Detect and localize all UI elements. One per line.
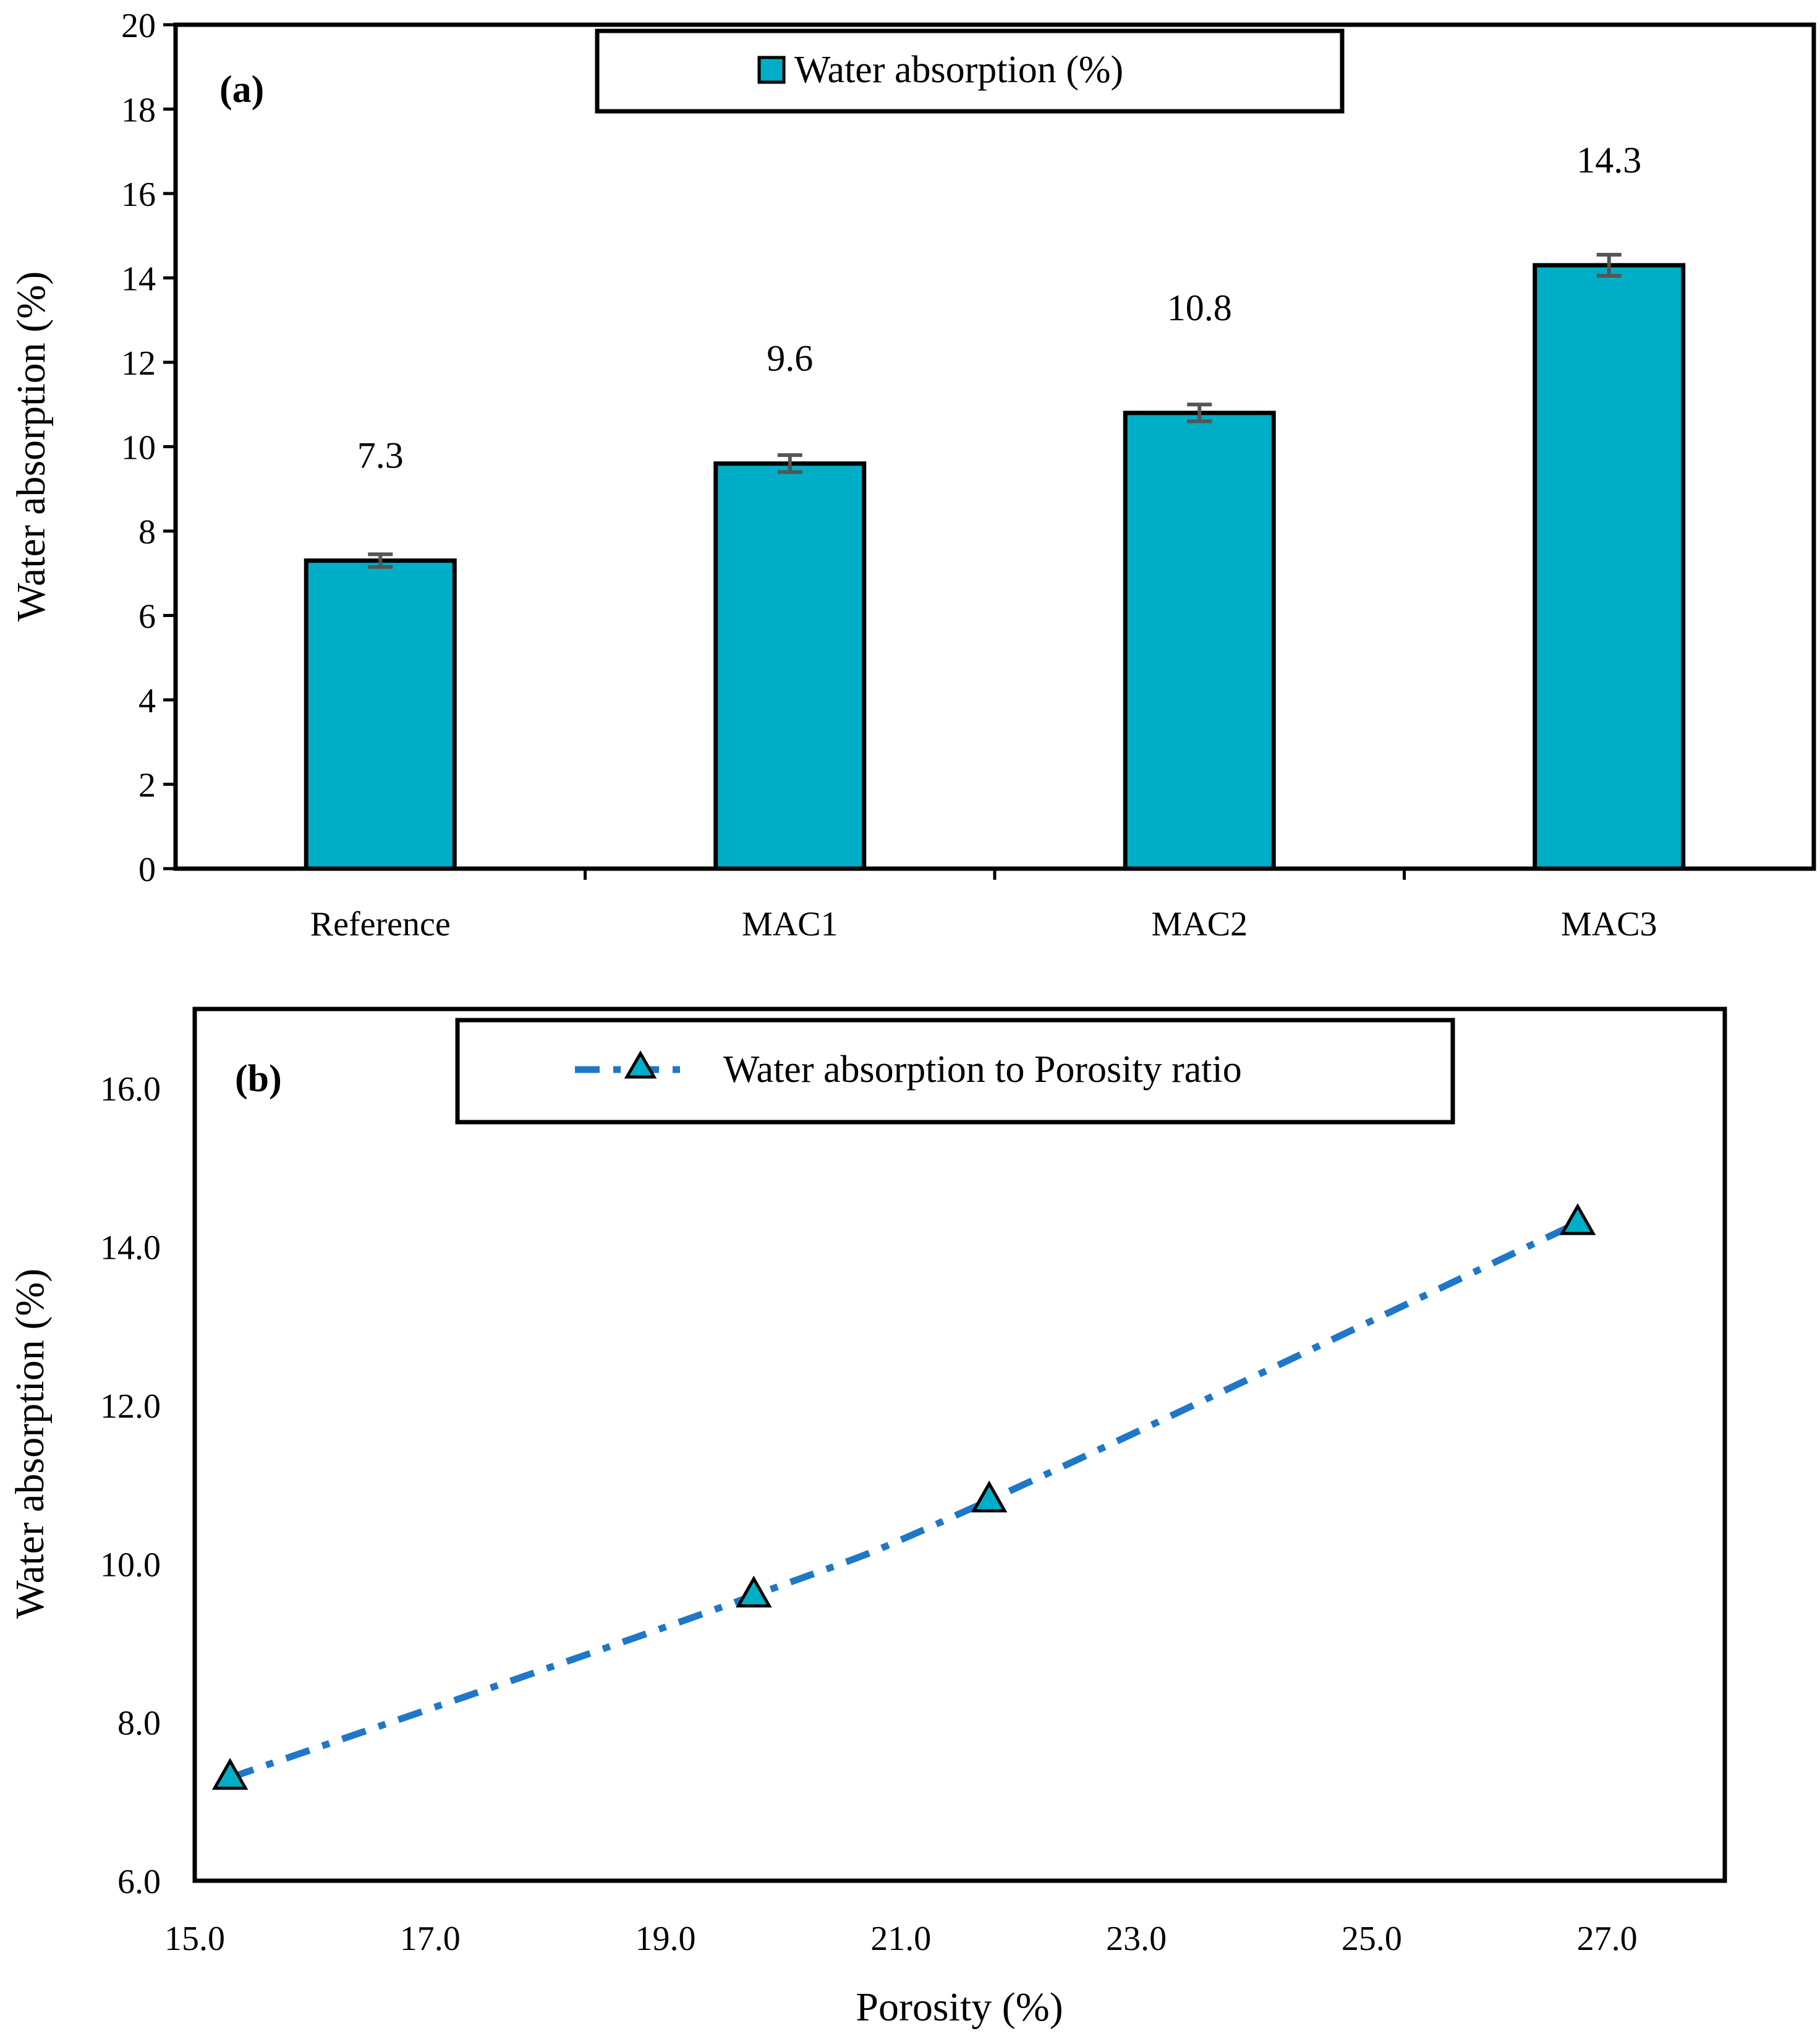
x-tick-label: MAC3 xyxy=(1561,905,1657,943)
legend-box xyxy=(595,28,1345,114)
x-axis-ticks: Reference MAC1 MAC2 MAC3 xyxy=(310,869,1657,943)
x-tick-label: 19.0 xyxy=(636,1920,696,1958)
bar-value-label: 7.3 xyxy=(357,435,404,476)
y-tick-label: 4 xyxy=(138,682,156,720)
y-tick-label: 6 xyxy=(138,598,156,636)
data-point-marker xyxy=(1559,1203,1596,1235)
legend-swatch xyxy=(757,56,786,84)
legend-box xyxy=(455,1018,1455,1125)
legend-a: Water absorption (%) xyxy=(595,28,1345,114)
x-tick-label: 25.0 xyxy=(1342,1920,1402,1958)
y-tick-label: 16.0 xyxy=(100,1070,161,1109)
bar-chart-panel-a: 0 2 4 6 8 10 12 14 16 18 20 7.3 9.6 10.8 14.3 Referen… xyxy=(9,7,1816,943)
y-tick-label: 14 xyxy=(121,260,156,299)
y-axis-title: Water absorption (%) xyxy=(7,1269,53,1619)
bar xyxy=(1533,263,1686,871)
y-tick-label: 16 xyxy=(121,176,156,214)
y-tick-label: 10.0 xyxy=(100,1546,161,1584)
legend-label: Water absorption to Porosity ratio xyxy=(723,1049,1242,1091)
series-group xyxy=(211,1203,1596,1790)
y-tick-label: 20 xyxy=(121,7,156,45)
legend-label: Water absorption (%) xyxy=(794,49,1123,91)
x-tick-label: 23.0 xyxy=(1106,1920,1167,1958)
x-tick-label: MAC1 xyxy=(742,905,838,943)
y-axis-ticks: 0 2 4 6 8 10 12 14 16 18 20 xyxy=(121,7,176,889)
legend-marker-icon xyxy=(624,1050,657,1079)
x-tick-label: Reference xyxy=(310,905,451,943)
panel-label-a: (a) xyxy=(219,69,264,111)
series-line xyxy=(229,1220,1580,1781)
x-tick-label: 21.0 xyxy=(870,1920,931,1958)
line-chart-panel-b: 6.0 8.0 10.0 12.0 14.0 16.0 15.0 17.0 19.0 21.0 2… xyxy=(7,1007,1727,2030)
bar-value-label: 14.3 xyxy=(1576,140,1641,181)
plot-area-frame xyxy=(192,1007,1727,1883)
bar xyxy=(713,461,867,871)
bars-group: 7.3 9.6 10.8 14.3 xyxy=(304,140,1686,871)
data-point-marker xyxy=(736,1575,772,1608)
y-tick-label: 10 xyxy=(121,429,156,467)
y-tick-label: 8.0 xyxy=(117,1705,161,1743)
x-tick-label: 17.0 xyxy=(400,1920,461,1958)
x-tick-label: MAC2 xyxy=(1151,905,1248,943)
bar xyxy=(304,558,457,871)
x-tick-label: 15.0 xyxy=(164,1920,225,1958)
y-tick-label: 14.0 xyxy=(100,1229,161,1267)
data-point-marker xyxy=(971,1480,1008,1513)
y-tick-label: 8 xyxy=(138,513,156,551)
bar-value-label: 9.6 xyxy=(767,338,813,379)
data-point-marker xyxy=(211,1758,249,1790)
y-axis-ticks: 6.0 8.0 10.0 12.0 14.0 16.0 xyxy=(100,1070,161,1901)
y-tick-label: 12 xyxy=(121,344,156,383)
y-axis-title: Water absorption (%) xyxy=(9,271,54,621)
y-tick-label: 18 xyxy=(121,92,156,130)
y-tick-label: 6.0 xyxy=(117,1863,161,1901)
x-tick-label: 27.0 xyxy=(1577,1920,1638,1958)
y-tick-label: 12.0 xyxy=(100,1387,161,1426)
x-axis-title: Porosity (%) xyxy=(856,1985,1063,2030)
bar-value-label: 10.8 xyxy=(1167,287,1232,328)
panel-label-b: (b) xyxy=(235,1058,282,1100)
x-axis-ticks: 15.0 17.0 19.0 21.0 23.0 25.0 27.0 xyxy=(164,1920,1638,1958)
legend-b: Water absorption to Porosity ratio xyxy=(455,1018,1455,1125)
y-tick-label: 2 xyxy=(138,767,156,805)
bar xyxy=(1123,411,1276,871)
y-tick-label: 0 xyxy=(138,851,156,889)
